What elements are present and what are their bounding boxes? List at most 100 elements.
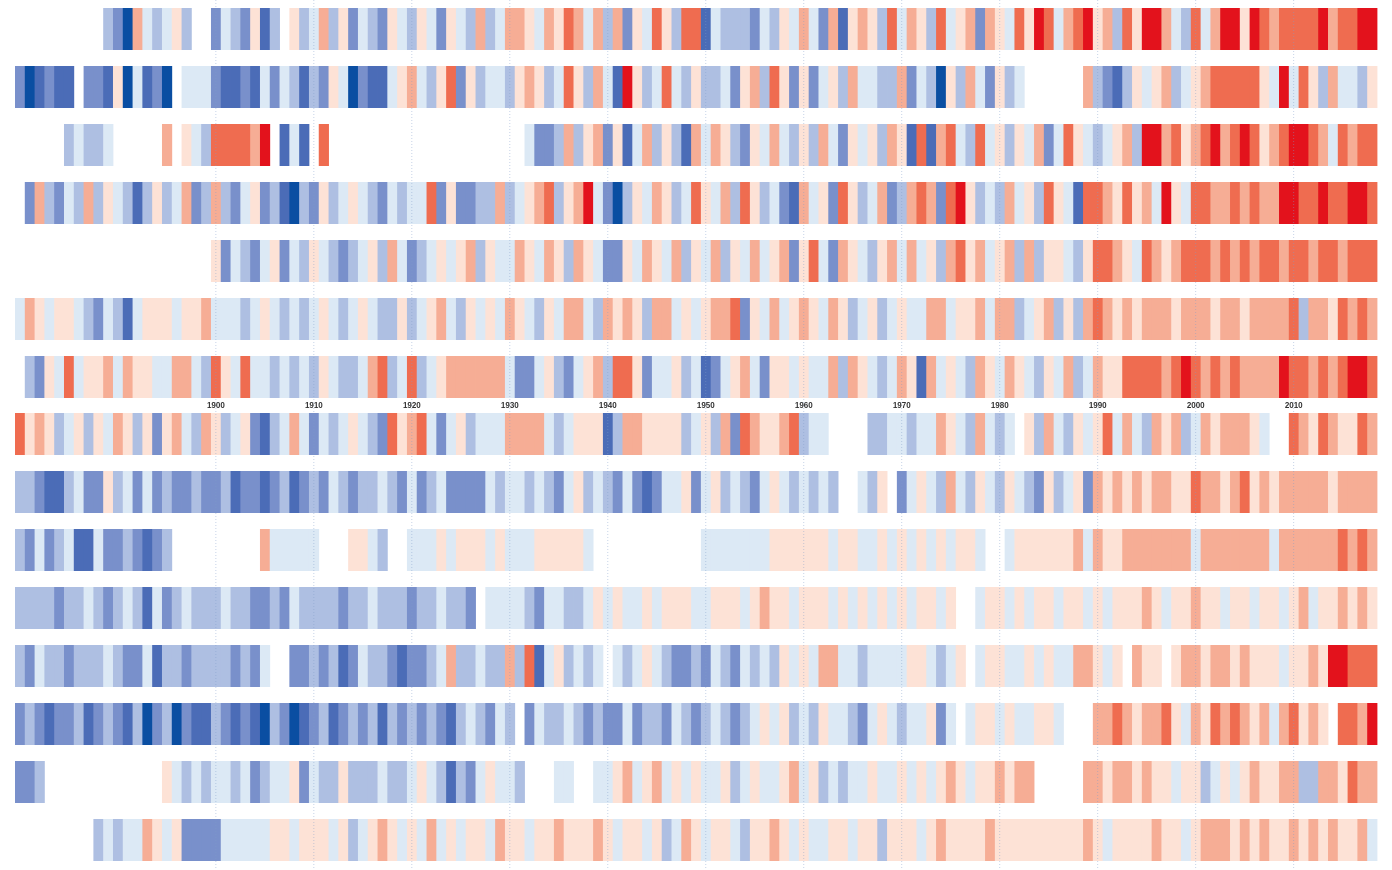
stripe [495, 298, 506, 340]
stripe [602, 761, 614, 803]
stripe [994, 761, 1006, 803]
stripe [269, 413, 280, 455]
stripe [857, 240, 868, 282]
stripe [524, 645, 535, 687]
stripe [142, 703, 153, 745]
stripe [465, 645, 476, 687]
stripe [73, 587, 84, 629]
stripe [387, 356, 398, 398]
stripe [210, 8, 222, 50]
stripe [622, 413, 633, 455]
stripe [181, 66, 192, 108]
stripe [122, 8, 133, 50]
stripe [318, 66, 329, 108]
stripe [1210, 703, 1221, 745]
stripe [230, 471, 241, 513]
stripe [661, 703, 672, 745]
stripe [1230, 124, 1241, 166]
stripe [544, 413, 555, 455]
stripe [1171, 66, 1182, 108]
stripe [759, 66, 770, 108]
stripe [112, 587, 124, 629]
stripe [1122, 356, 1133, 398]
x-tick-label: 2000 [1187, 401, 1205, 410]
stripe [1347, 471, 1358, 513]
stripe [220, 298, 231, 340]
stripe [1210, 413, 1221, 455]
stripe [152, 298, 163, 340]
stripe [357, 761, 369, 803]
stripe [485, 413, 496, 455]
stripe [906, 703, 917, 745]
stripe [201, 819, 212, 861]
stripe [1034, 8, 1045, 50]
stripe [230, 819, 241, 861]
stripe [1220, 529, 1231, 571]
stripe [720, 819, 731, 861]
stripe [416, 66, 427, 108]
stripe [406, 587, 418, 629]
stripe [1181, 413, 1192, 455]
stripe [1298, 356, 1309, 398]
stripe [553, 298, 565, 340]
stripe [152, 645, 163, 687]
stripe [1092, 8, 1104, 50]
stripe [377, 298, 388, 340]
stripe [906, 240, 917, 282]
stripe [573, 298, 584, 340]
stripe [798, 8, 810, 50]
stripe [779, 356, 790, 398]
stripe [446, 66, 457, 108]
stripe [1122, 587, 1133, 629]
stripe [906, 529, 917, 571]
stripe [553, 356, 565, 398]
stripe [328, 587, 339, 629]
stripe [583, 645, 594, 687]
stripe [1181, 182, 1192, 224]
stripe [936, 182, 947, 224]
stripe [730, 413, 741, 455]
stripe [299, 182, 310, 224]
stripe [730, 298, 741, 340]
stripe [475, 8, 486, 50]
stripe [475, 66, 486, 108]
stripe [553, 819, 565, 861]
stripe [24, 413, 35, 455]
stripe [1308, 124, 1319, 166]
stripe [455, 703, 467, 745]
stripe [240, 587, 251, 629]
stripe [63, 645, 75, 687]
stripe [1367, 124, 1378, 166]
stripe [161, 66, 173, 108]
stripe [1014, 124, 1025, 166]
stripe [789, 645, 800, 687]
stripe [1249, 413, 1260, 455]
stripe [240, 8, 251, 50]
stripe [955, 240, 966, 282]
stripe [416, 587, 427, 629]
stripe [524, 356, 535, 398]
stripe [720, 356, 731, 398]
stripe [1190, 356, 1202, 398]
stripe [632, 471, 643, 513]
stripe [1034, 298, 1045, 340]
stripe [1014, 66, 1025, 108]
stripe [1279, 645, 1290, 687]
stripe [504, 356, 516, 398]
stripe [651, 66, 663, 108]
stripe [1122, 529, 1133, 571]
stripe [465, 182, 476, 224]
stripe [475, 819, 486, 861]
stripe [24, 356, 35, 398]
stripe [357, 529, 369, 571]
stripe [524, 8, 535, 50]
stripe [181, 761, 192, 803]
stripe [730, 645, 741, 687]
stripe [828, 298, 839, 340]
stripe [916, 356, 927, 398]
stripe [622, 819, 633, 861]
stripe [24, 66, 35, 108]
stripe [857, 703, 868, 745]
stripe [926, 298, 937, 340]
stripe [681, 124, 692, 166]
